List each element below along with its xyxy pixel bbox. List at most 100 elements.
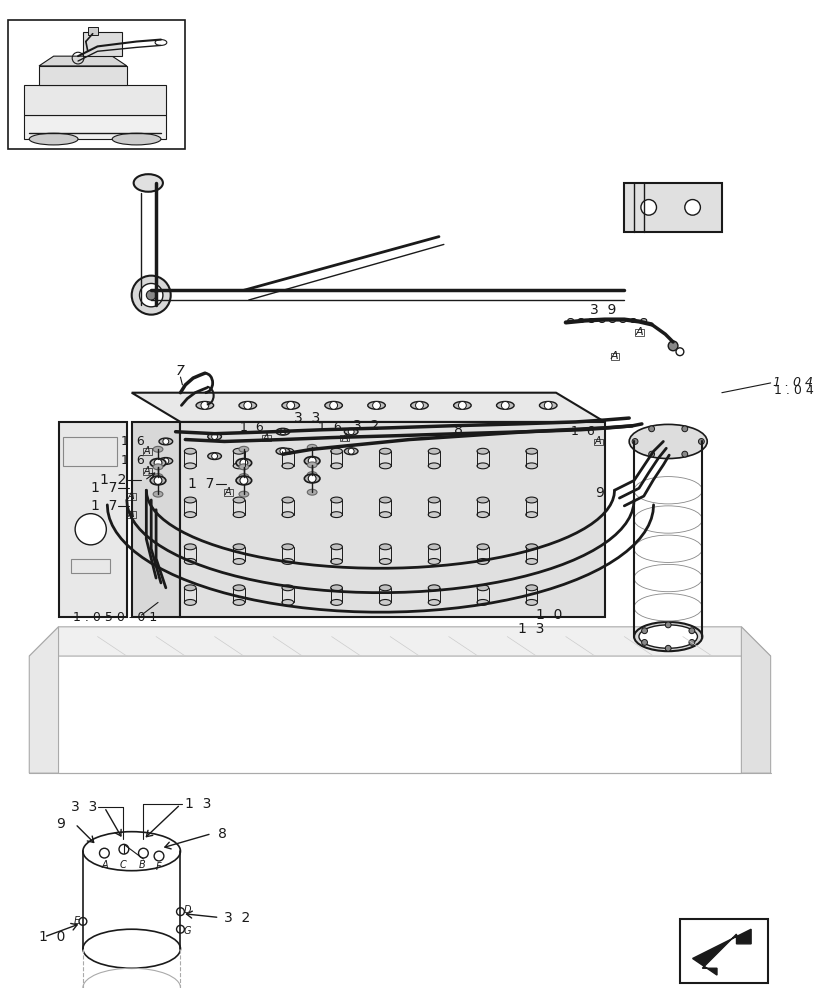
- Ellipse shape: [233, 559, 245, 564]
- Bar: [126, 511, 135, 518]
- Ellipse shape: [233, 512, 245, 518]
- Ellipse shape: [239, 446, 249, 452]
- Ellipse shape: [526, 512, 538, 518]
- Text: 1  0: 1 0: [39, 930, 65, 944]
- Ellipse shape: [428, 448, 440, 454]
- Ellipse shape: [153, 474, 163, 480]
- Ellipse shape: [379, 544, 391, 550]
- Ellipse shape: [428, 512, 440, 518]
- Text: A: A: [225, 487, 232, 497]
- Bar: [635, 329, 644, 336]
- Ellipse shape: [83, 832, 180, 871]
- Bar: [263, 435, 271, 441]
- Text: 3  2: 3 2: [224, 911, 251, 925]
- Ellipse shape: [428, 463, 440, 469]
- Ellipse shape: [208, 453, 221, 460]
- Circle shape: [75, 514, 106, 545]
- Text: 1  6: 1 6: [317, 421, 341, 434]
- Ellipse shape: [282, 585, 294, 591]
- Ellipse shape: [368, 401, 385, 409]
- Ellipse shape: [233, 599, 245, 605]
- Ellipse shape: [629, 424, 707, 459]
- Polygon shape: [742, 627, 770, 773]
- Ellipse shape: [379, 599, 391, 605]
- Text: A: A: [101, 860, 108, 870]
- Ellipse shape: [477, 559, 489, 564]
- Ellipse shape: [428, 544, 440, 550]
- Ellipse shape: [308, 462, 317, 468]
- Ellipse shape: [379, 448, 391, 454]
- Ellipse shape: [233, 448, 245, 454]
- Polygon shape: [24, 115, 166, 139]
- Ellipse shape: [153, 491, 163, 497]
- Polygon shape: [131, 393, 605, 422]
- Circle shape: [685, 200, 700, 215]
- Text: 3  3: 3 3: [294, 411, 321, 425]
- Ellipse shape: [639, 625, 698, 648]
- Ellipse shape: [282, 512, 294, 518]
- Ellipse shape: [631, 319, 636, 322]
- Ellipse shape: [282, 559, 294, 564]
- Ellipse shape: [112, 133, 161, 145]
- Bar: [340, 435, 349, 441]
- Ellipse shape: [330, 497, 343, 503]
- Ellipse shape: [276, 428, 290, 435]
- Ellipse shape: [477, 448, 489, 454]
- Text: 1  7: 1 7: [188, 477, 215, 491]
- Text: G: G: [184, 926, 191, 936]
- Text: 1  0: 1 0: [536, 608, 562, 622]
- Ellipse shape: [526, 559, 538, 564]
- Ellipse shape: [308, 472, 317, 478]
- Ellipse shape: [239, 464, 249, 470]
- Ellipse shape: [477, 599, 489, 605]
- Ellipse shape: [233, 585, 245, 591]
- Circle shape: [154, 459, 162, 467]
- Text: A: A: [127, 509, 134, 519]
- Circle shape: [280, 448, 286, 454]
- Ellipse shape: [233, 544, 245, 550]
- Bar: [680, 919, 768, 983]
- Ellipse shape: [308, 444, 317, 450]
- Ellipse shape: [477, 544, 489, 550]
- Circle shape: [280, 429, 286, 435]
- Text: 8: 8: [218, 827, 226, 841]
- Ellipse shape: [282, 497, 294, 503]
- Text: 8: 8: [454, 423, 463, 437]
- Text: E: E: [74, 916, 80, 926]
- Ellipse shape: [379, 585, 391, 591]
- Ellipse shape: [477, 512, 489, 518]
- Text: 1 . 0 4: 1 . 0 4: [774, 384, 814, 397]
- Ellipse shape: [184, 463, 196, 469]
- Text: 1  3: 1 3: [518, 622, 545, 636]
- Circle shape: [286, 401, 295, 409]
- Ellipse shape: [344, 448, 358, 455]
- Text: 9: 9: [56, 817, 65, 831]
- Ellipse shape: [496, 401, 514, 409]
- Ellipse shape: [208, 433, 221, 440]
- Ellipse shape: [428, 599, 440, 605]
- Text: A: A: [635, 327, 643, 337]
- Ellipse shape: [308, 489, 317, 495]
- Polygon shape: [131, 422, 180, 617]
- Circle shape: [211, 453, 218, 459]
- Ellipse shape: [184, 559, 196, 564]
- Ellipse shape: [379, 463, 391, 469]
- Ellipse shape: [634, 622, 703, 651]
- Text: A: A: [144, 466, 151, 476]
- Text: A: A: [341, 433, 348, 443]
- Text: A: A: [595, 436, 601, 446]
- Circle shape: [308, 475, 316, 482]
- Ellipse shape: [83, 929, 180, 968]
- Circle shape: [689, 628, 694, 634]
- Bar: [8, 20, 185, 149]
- Text: 1  7: 1 7: [91, 481, 117, 495]
- Ellipse shape: [325, 401, 343, 409]
- Circle shape: [119, 844, 129, 854]
- Circle shape: [415, 401, 424, 409]
- Ellipse shape: [29, 133, 78, 145]
- Circle shape: [163, 439, 169, 444]
- Ellipse shape: [233, 497, 245, 503]
- Polygon shape: [39, 56, 126, 66]
- Text: A: A: [610, 351, 619, 361]
- Ellipse shape: [184, 512, 196, 518]
